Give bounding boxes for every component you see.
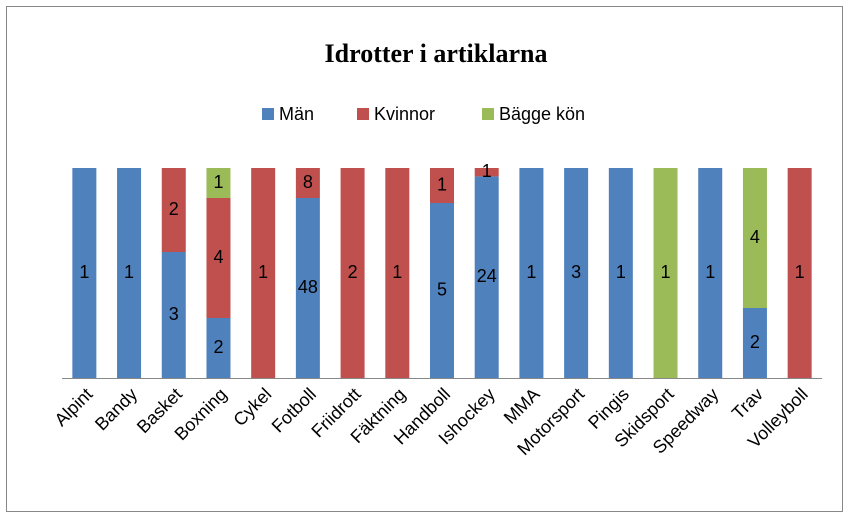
bar-segment: [742, 308, 767, 378]
bar-segment: [206, 198, 231, 318]
legend-label: Män: [279, 104, 314, 124]
data-label: 1: [705, 262, 715, 282]
legend-swatch: [262, 108, 274, 120]
bar-segment: [206, 318, 231, 378]
data-label: 1: [437, 174, 447, 194]
bar-segment: [161, 252, 186, 378]
bar-segment: [72, 168, 97, 378]
bar-segment: [430, 203, 454, 378]
bar-segment: [787, 168, 812, 378]
legend-label: Bägge kön: [499, 104, 585, 124]
data-label: 1: [616, 262, 626, 282]
data-label: 1: [661, 262, 671, 282]
data-label: 1: [392, 262, 402, 282]
bar-segment: [742, 168, 767, 308]
data-label: 3: [169, 304, 179, 324]
bar-segment: [295, 198, 320, 378]
data-label: 2: [213, 337, 223, 357]
data-label: 2: [750, 332, 760, 352]
bar-segment: [340, 168, 365, 378]
data-label: 2: [348, 262, 358, 282]
chart-title: Idrotter i artiklarna: [325, 39, 548, 68]
data-label: 5: [437, 279, 447, 299]
data-label: 1: [79, 262, 89, 282]
bar-segment: [653, 168, 678, 378]
data-label: 4: [213, 247, 223, 267]
data-label: 1: [124, 262, 134, 282]
data-label: 3: [571, 262, 581, 282]
data-label: 8: [303, 172, 313, 192]
legend-swatch: [482, 108, 494, 120]
bar-segment: [474, 176, 499, 378]
bar-segment: [474, 168, 499, 177]
legend-swatch: [357, 108, 369, 120]
data-label: 1: [526, 262, 536, 282]
bar-segment: [608, 168, 633, 378]
data-label: 1: [258, 262, 268, 282]
bar-segment: [117, 168, 142, 378]
data-label: 24: [477, 266, 497, 286]
bar-segment: [564, 168, 589, 378]
data-label: 1: [482, 161, 492, 181]
legend-label: Kvinnor: [374, 104, 435, 124]
data-label: 4: [750, 227, 760, 247]
bar-segment: [251, 168, 276, 378]
bar-segment: [206, 168, 231, 198]
data-label: 2: [169, 199, 179, 219]
bar-segment: [161, 168, 186, 252]
bar-segment: [698, 168, 723, 378]
data-label: 48: [298, 277, 318, 297]
bar-segment: [295, 168, 320, 198]
data-label: 1: [795, 262, 805, 282]
data-label: 1: [213, 172, 223, 192]
bar-segment: [430, 168, 454, 203]
bar-segment: [519, 168, 544, 378]
bar-segment: [385, 168, 410, 378]
